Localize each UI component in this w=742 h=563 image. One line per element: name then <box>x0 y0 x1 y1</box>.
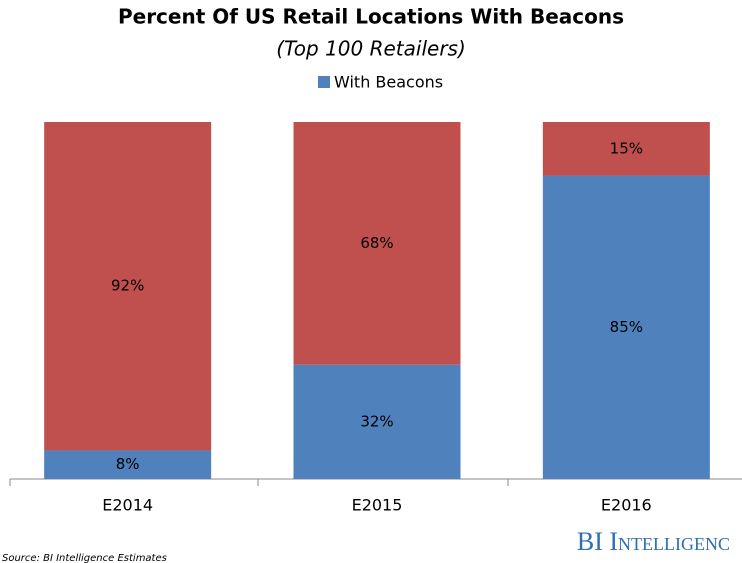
bar-segment <box>293 364 461 479</box>
data-label: 32% <box>360 412 393 430</box>
chart-subtitle: (Top 100 Retailers) <box>276 37 466 61</box>
x-tick-label: E2015 <box>352 496 403 515</box>
bar-segment <box>542 175 710 480</box>
data-label: 85% <box>610 318 643 336</box>
x-tick-label: E2016 <box>601 496 652 515</box>
bar-segment <box>293 122 461 365</box>
bar-segment <box>44 122 212 451</box>
chart-title: Percent Of US Retail Locations With Beac… <box>118 5 624 29</box>
bar-segment <box>44 450 212 479</box>
x-tick-label: E2014 <box>102 496 153 515</box>
bar-segment <box>542 122 710 176</box>
source-note: Source: BI Intelligence Estimates <box>2 553 167 563</box>
logo: BI Intelligenc <box>577 527 730 556</box>
data-label: 92% <box>111 277 144 295</box>
legend-swatch <box>318 76 330 88</box>
legend-label: With Beacons <box>334 73 443 92</box>
data-label: 15% <box>610 139 643 157</box>
data-label: 8% <box>116 455 140 473</box>
data-label: 68% <box>360 234 393 252</box>
